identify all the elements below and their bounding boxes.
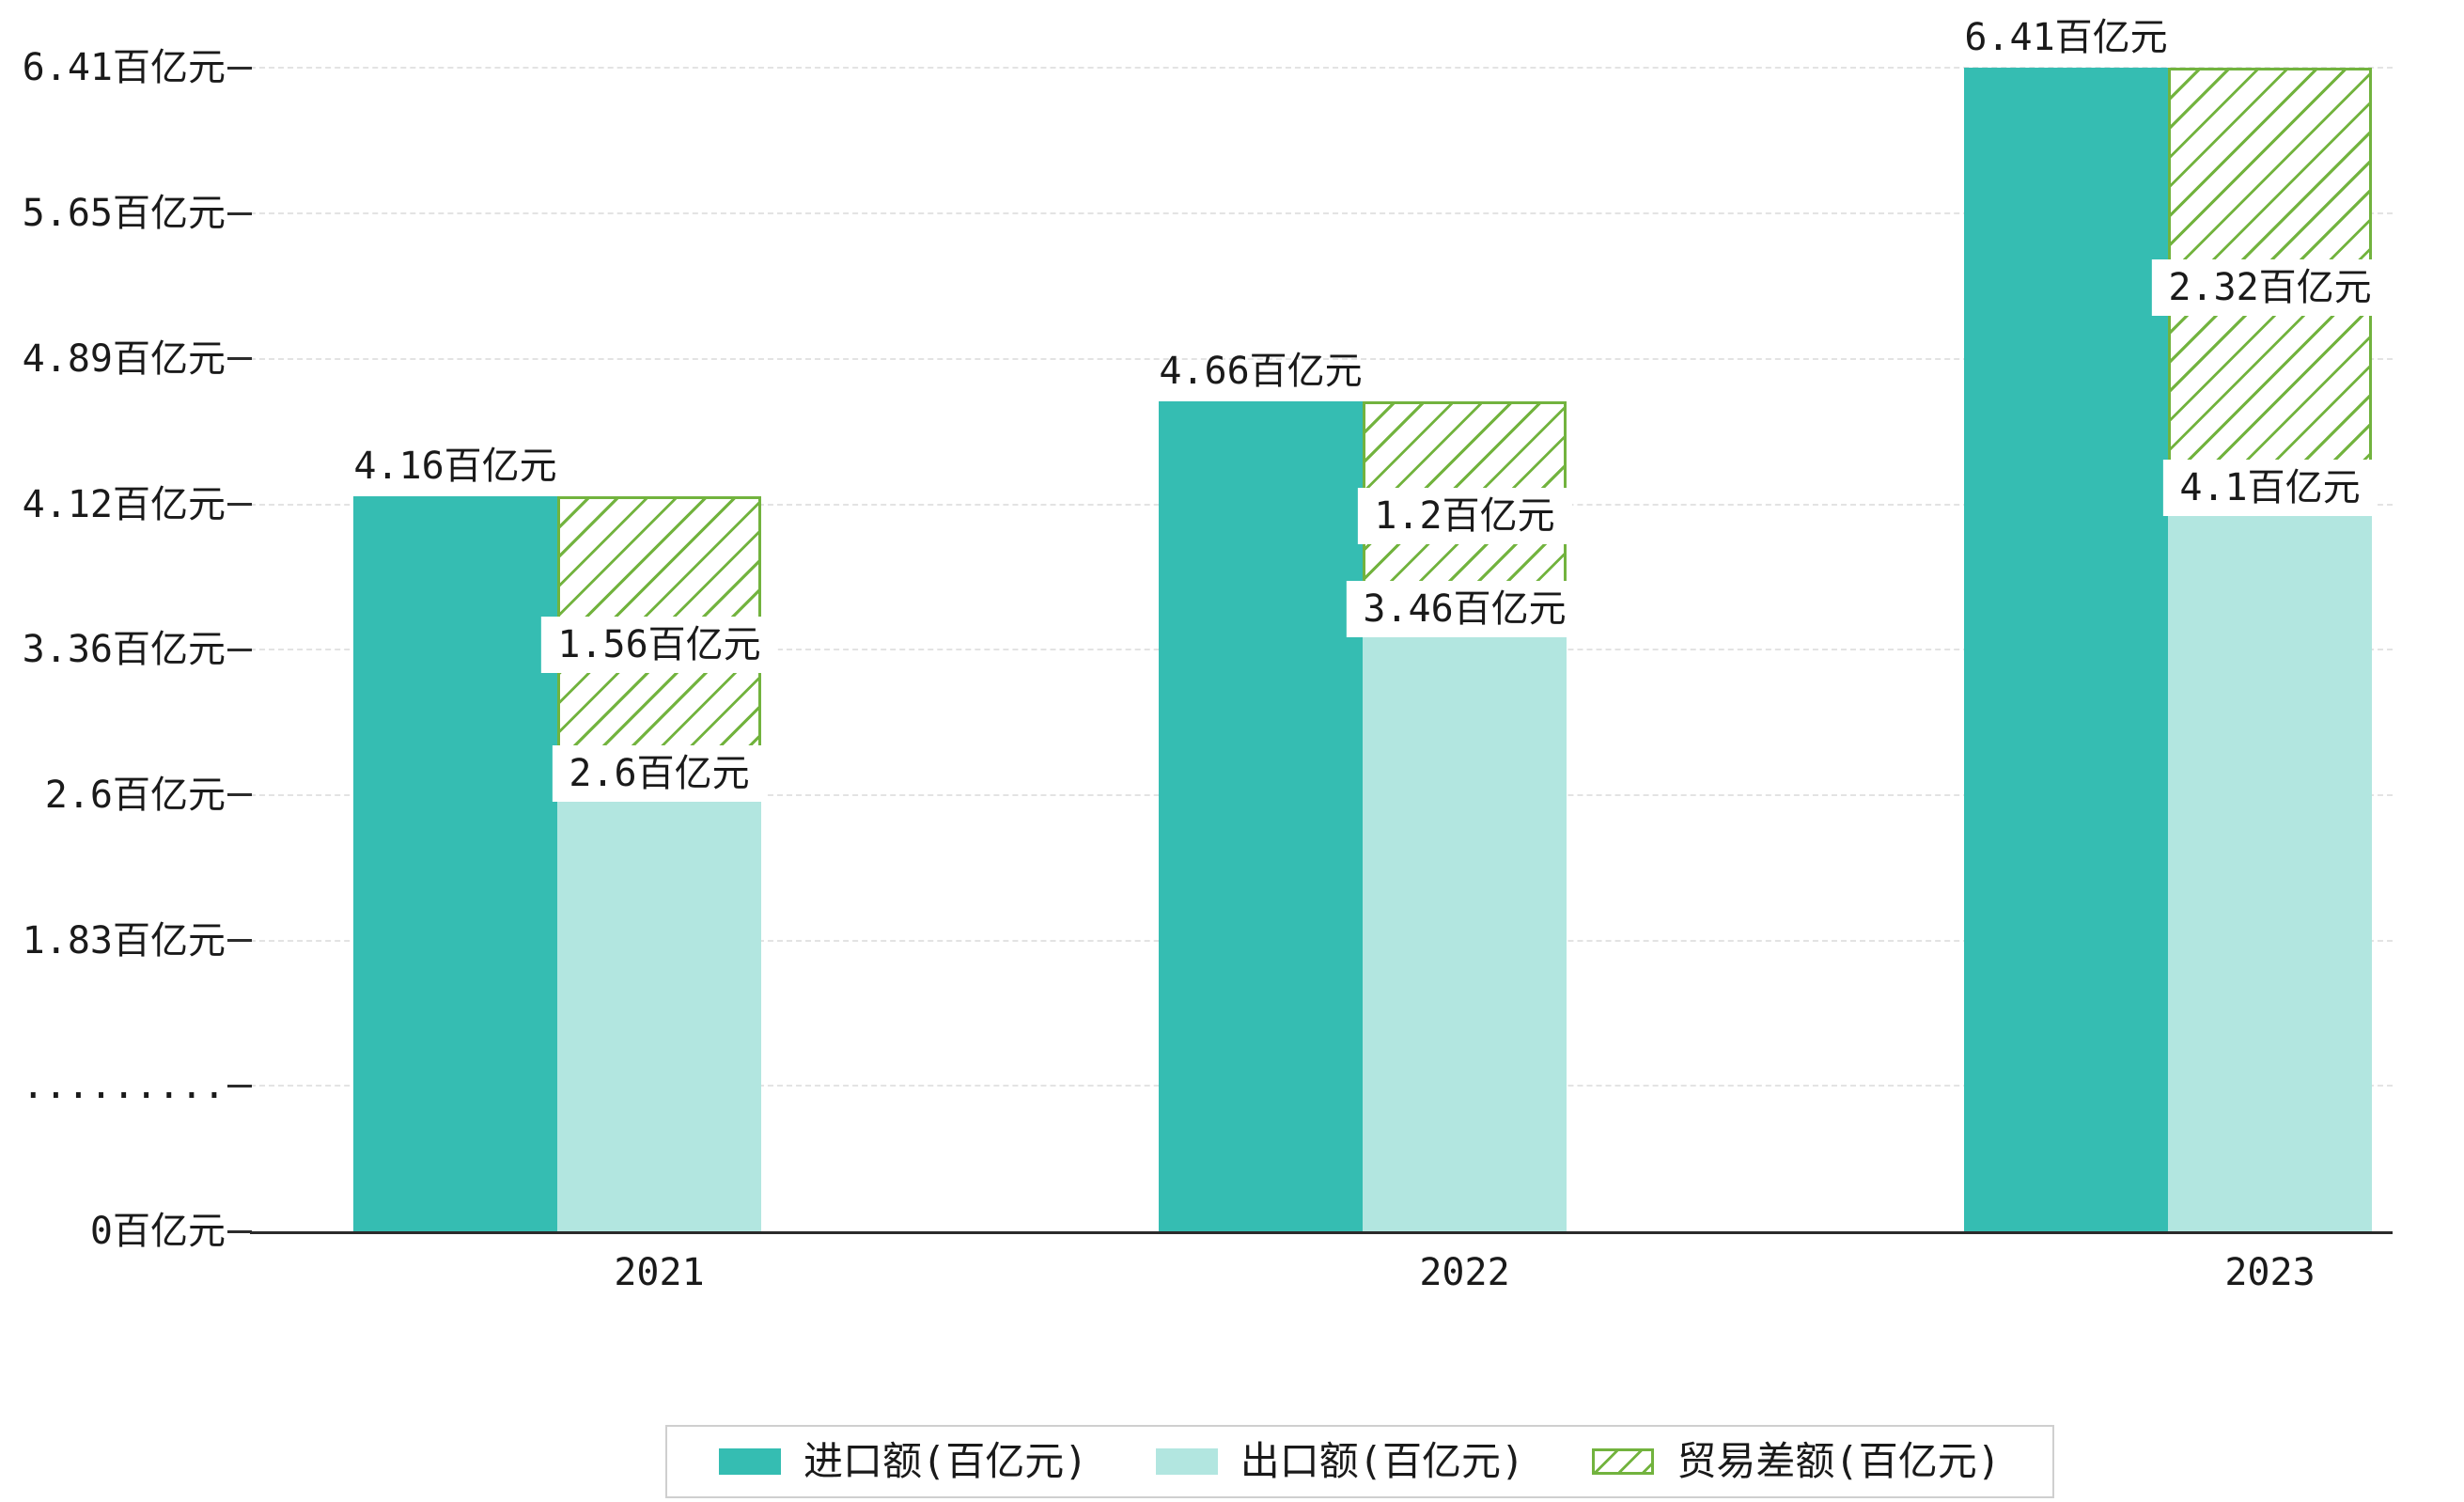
- y-axis-tick: [227, 793, 252, 797]
- export-value-label-2023: 4.1百亿元: [2162, 459, 2378, 516]
- legend-item-trade-balance[interactable]: 贸易差额(百亿元): [1592, 1442, 2001, 1481]
- y-axis-tick: [227, 1229, 252, 1233]
- legend-label-import: 进口额(百亿元): [803, 1438, 1088, 1484]
- y-axis-tick: [227, 648, 252, 651]
- y-tick-label: 5.65百亿元: [22, 192, 226, 236]
- x-axis-label-2022: 2022: [1419, 1251, 1510, 1294]
- trade-balance-legend-swatch: [1592, 1448, 1655, 1475]
- export-bar-2021: [557, 793, 761, 1231]
- y-axis-tick: [227, 503, 252, 506]
- y-axis-tick: [227, 211, 252, 215]
- grid-line: [250, 212, 2393, 215]
- import-value-label-2021: 4.16百亿元: [353, 445, 557, 489]
- legend: 进口额(百亿元) 出口额(百亿元) 贸易差额(百亿元): [665, 1425, 2054, 1498]
- y-axis-tick: [227, 939, 252, 943]
- x-axis-label-2021: 2021: [614, 1251, 705, 1294]
- y-tick-label: 6.41百亿元: [22, 46, 226, 90]
- y-tick-label: .........: [22, 1064, 226, 1108]
- import-bar-2021: [353, 496, 557, 1231]
- import-bar-2023: [1964, 68, 2168, 1231]
- grid-line: [250, 357, 2393, 360]
- legend-label-trade-balance: 贸易差额(百亿元): [1676, 1438, 2001, 1484]
- export-bar-2023: [2168, 508, 2372, 1231]
- y-tick-label: 1.83百亿元: [22, 918, 226, 962]
- trade-balance-value-label-2022: 1.2百亿元: [1357, 487, 1572, 544]
- y-tick-label: 4.89百亿元: [22, 336, 226, 381]
- y-tick-label: 4.12百亿元: [22, 482, 226, 526]
- x-axis-line: [250, 1231, 2393, 1234]
- legend-item-export[interactable]: 出口额(百亿元): [1155, 1438, 1525, 1484]
- trade-balance-value-label-2023: 2.32百亿元: [2151, 259, 2389, 317]
- y-tick-label: 2.6百亿元: [44, 773, 226, 817]
- export-value-label-2021: 2.6百亿元: [552, 744, 767, 802]
- legend-label-export: 出口额(百亿元): [1240, 1438, 1525, 1484]
- export-value-label-2022: 3.46百亿元: [1346, 581, 1583, 638]
- y-axis-tick: [227, 1084, 252, 1087]
- import-value-label-2023: 6.41百亿元: [1964, 16, 2168, 60]
- y-axis-tick: [227, 357, 252, 361]
- export-legend-swatch: [1155, 1448, 1218, 1475]
- grid-line: [250, 67, 2393, 70]
- trade-balance-value-label-2021: 1.56百亿元: [540, 617, 778, 674]
- y-tick-label: 3.36百亿元: [22, 628, 226, 672]
- import-value-label-2022: 4.66百亿元: [1159, 350, 1363, 394]
- x-axis-label-2023: 2023: [2224, 1251, 2316, 1294]
- import-bar-2022: [1159, 401, 1363, 1231]
- import-legend-swatch: [719, 1448, 781, 1475]
- export-bar-2022: [1363, 630, 1567, 1231]
- legend-item-import[interactable]: 进口额(百亿元): [719, 1442, 1088, 1481]
- y-axis-tick: [227, 66, 252, 70]
- y-tick-label: 0百亿元: [89, 1210, 226, 1253]
